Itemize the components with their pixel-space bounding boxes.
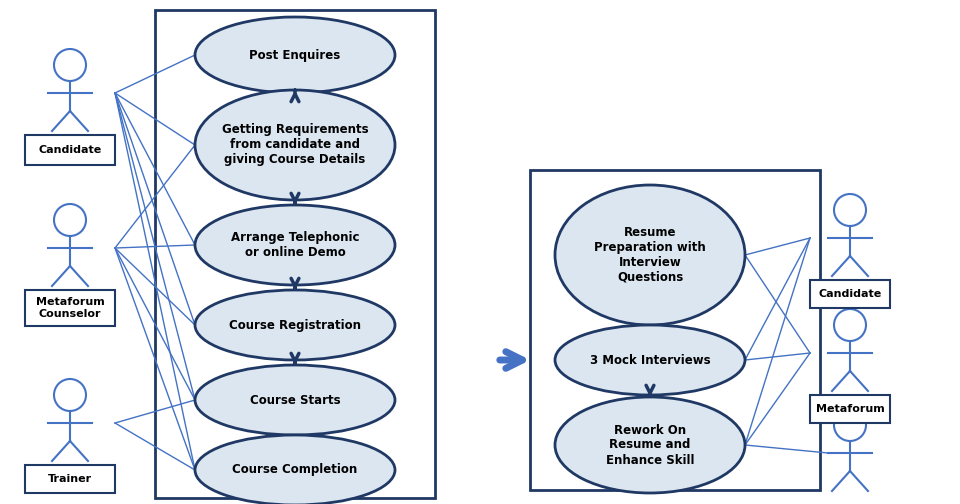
Bar [810, 280, 890, 308]
Ellipse shape [555, 325, 745, 395]
Text: Rework On
Resume and
Enhance Skill: Rework On Resume and Enhance Skill [606, 423, 694, 467]
Bar [25, 465, 115, 493]
Bar [25, 290, 115, 326]
Ellipse shape [195, 90, 395, 200]
Ellipse shape [555, 185, 745, 325]
Text: Course Starts: Course Starts [250, 394, 340, 407]
Text: Candidate: Candidate [38, 145, 102, 155]
Text: Course Completion: Course Completion [232, 464, 358, 476]
Text: Post Enquires: Post Enquires [250, 48, 341, 61]
Bar [155, 10, 435, 498]
Text: Trainer: Trainer [48, 474, 92, 484]
Text: Arrange Telephonic
or online Demo: Arrange Telephonic or online Demo [230, 231, 359, 259]
Ellipse shape [555, 397, 745, 493]
Ellipse shape [195, 435, 395, 504]
Bar [810, 395, 890, 423]
Ellipse shape [195, 17, 395, 93]
Text: Getting Requirements
from candidate and
giving Course Details: Getting Requirements from candidate and … [222, 123, 369, 166]
Text: 3 Mock Interviews: 3 Mock Interviews [589, 353, 710, 366]
Ellipse shape [195, 290, 395, 360]
Text: Course Registration: Course Registration [229, 319, 361, 332]
Text: Metaforum: Metaforum [816, 404, 884, 414]
Bar [530, 170, 820, 490]
Text: Metaforum
Counselor: Metaforum Counselor [36, 297, 105, 319]
Bar [25, 135, 115, 165]
Ellipse shape [195, 205, 395, 285]
Text: Resume
Preparation with
Interview
Questions: Resume Preparation with Interview Questi… [594, 226, 706, 284]
Ellipse shape [195, 365, 395, 435]
Text: Candidate: Candidate [818, 289, 881, 299]
